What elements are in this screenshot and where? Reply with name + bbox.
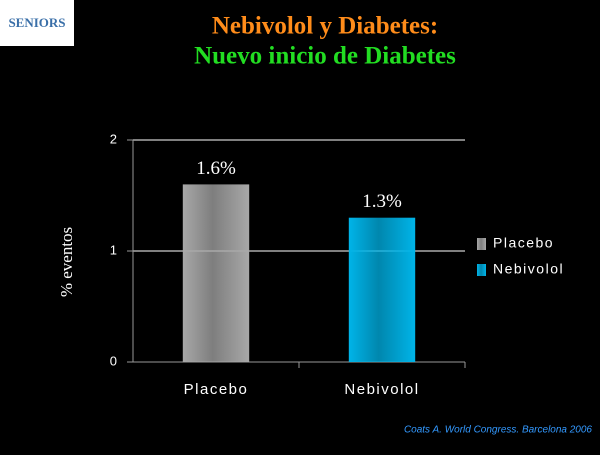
bar [182, 184, 250, 362]
chart-title: Nebivolol y Diabetes: [212, 13, 438, 40]
y-axis-label: % eventos [57, 227, 76, 297]
legend-swatch [477, 264, 486, 276]
logo-box [0, 0, 74, 46]
value-label: 1.6% [196, 158, 236, 179]
y-tick-label: 2 [110, 131, 117, 146]
legend-label: Nebivolol [493, 261, 564, 277]
x-tick-label: Placebo [184, 381, 249, 398]
bar [348, 217, 416, 362]
y-tick-label: 1 [110, 242, 117, 257]
x-tick-label: Nebivolol [344, 381, 419, 398]
legend-swatch [477, 238, 486, 250]
value-label: 1.3% [362, 191, 402, 212]
legend-label: Placebo [493, 235, 554, 251]
chart-subtitle: Nuevo inicio de Diabetes [194, 43, 456, 70]
logo: SENIORS [8, 15, 65, 30]
y-tick-label: 0 [110, 353, 117, 368]
source-note: Coats A. World Congress. Barcelona 2006 [404, 425, 592, 436]
